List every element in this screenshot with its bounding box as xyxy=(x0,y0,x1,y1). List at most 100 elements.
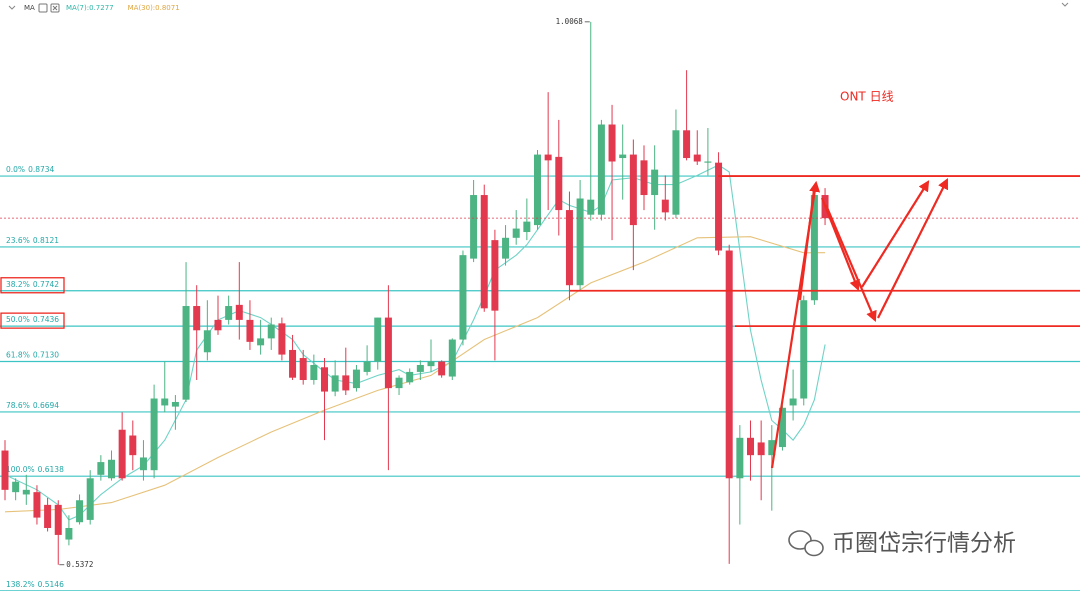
legend-name: MA(30): xyxy=(128,4,156,12)
legend-entry: MA(30):0.8071 xyxy=(128,4,180,12)
candle-body xyxy=(810,195,818,301)
candle-body xyxy=(725,250,733,479)
candle-body xyxy=(651,169,659,196)
candle-body xyxy=(629,154,637,226)
candle-body xyxy=(459,255,467,340)
candle-body xyxy=(683,130,691,159)
watermark: 币圈岱宗行情分析 xyxy=(788,530,1016,557)
candle-body xyxy=(565,210,573,286)
ma-layer xyxy=(4,164,826,521)
candle-body xyxy=(12,481,20,493)
candle-body xyxy=(193,306,201,331)
candle-body xyxy=(523,221,531,233)
candle-body xyxy=(587,199,595,215)
candle-body xyxy=(395,377,403,389)
settings-icon[interactable] xyxy=(38,3,48,13)
fib-ratio: 38.2% xyxy=(6,280,30,289)
fib-price: 0.8734 xyxy=(28,165,54,174)
fib-price: 0.5146 xyxy=(38,580,64,589)
candle-body xyxy=(352,369,360,389)
fib-price: 0.8121 xyxy=(33,236,59,245)
fib-box xyxy=(0,277,65,294)
arrow xyxy=(820,197,860,292)
candle-body xyxy=(597,124,605,215)
candle-body xyxy=(225,306,233,320)
close-icon[interactable] xyxy=(50,3,60,13)
candle-body xyxy=(672,130,680,215)
arrow xyxy=(861,180,930,288)
fib-label: 138.2% 0.5146 xyxy=(6,580,64,589)
candle-body xyxy=(512,228,520,238)
candle-body xyxy=(704,161,712,163)
candle-body xyxy=(661,199,669,213)
candle-body xyxy=(129,435,137,456)
candle-body xyxy=(363,361,371,372)
fib-label: 78.6% 0.6694 xyxy=(6,401,59,410)
fib-label: 100.0% 0.6138 xyxy=(6,465,64,474)
candle-body xyxy=(757,442,765,456)
arrows xyxy=(770,178,948,469)
ma-line xyxy=(4,164,826,521)
fib-layer: 0.0% 0.8734 23.6% 0.8121 38.2% 0.7742 50.0% 0.7… xyxy=(0,165,1080,591)
candle-body xyxy=(406,371,414,383)
candle-body xyxy=(278,323,286,355)
fib-ratio: 50.0% xyxy=(6,315,30,324)
fib-ratio: 138.2% xyxy=(6,580,35,589)
fib-ratio: 78.6% xyxy=(6,401,30,410)
candle-body xyxy=(800,300,808,399)
candle-body xyxy=(54,504,62,535)
candle-body xyxy=(342,375,350,391)
candle-body xyxy=(22,489,30,495)
candle-body xyxy=(576,198,584,286)
candle-body xyxy=(470,195,478,259)
fib-label: 38.2% 0.7742 xyxy=(6,280,59,289)
candle-body xyxy=(736,437,744,479)
candle-body xyxy=(480,195,488,309)
candle-body xyxy=(257,338,265,346)
candle-layer xyxy=(1,21,829,565)
close-cross xyxy=(52,5,58,11)
legend-value: 0.7277 xyxy=(89,4,114,12)
low-label: 0.5372 xyxy=(66,560,93,569)
candle-body xyxy=(118,429,126,479)
candle-body xyxy=(76,500,84,523)
candle-body xyxy=(747,437,754,456)
header: MA MA(7):0.7277 MA(30):0.8071 xyxy=(8,3,180,13)
arrow xyxy=(824,204,877,323)
candle-body xyxy=(534,154,541,226)
watermark-text: 币圈岱宗行情分析 xyxy=(832,531,1016,557)
candle-body xyxy=(310,364,318,381)
candle-body xyxy=(384,317,392,389)
fib-ratio: 0.0% xyxy=(6,165,25,174)
fib-label: 0.0% 0.8734 xyxy=(6,165,55,174)
ma-line xyxy=(4,236,826,513)
fib-box xyxy=(0,312,65,329)
candle-body xyxy=(768,440,776,456)
candle-body xyxy=(715,162,723,251)
candle-body xyxy=(789,398,797,406)
candle-body xyxy=(203,330,211,353)
fib-price: 0.7436 xyxy=(33,315,59,324)
candle-body xyxy=(44,504,52,528)
fib-ratio: 100.0% xyxy=(6,465,35,474)
candle-body xyxy=(86,478,94,520)
candle-body xyxy=(619,154,627,159)
candle-body xyxy=(97,462,105,475)
collapse-icon[interactable] xyxy=(8,5,16,10)
candle-body xyxy=(267,324,275,339)
corner-toggle[interactable] xyxy=(1061,2,1069,7)
candle-body xyxy=(693,154,701,162)
candle-body xyxy=(108,459,115,479)
candle-body xyxy=(608,124,616,162)
fib-ratio: 23.6% xyxy=(6,236,30,245)
legend-name: MA(7): xyxy=(66,4,89,12)
indicator-name: MA xyxy=(24,4,35,12)
fib-label: 50.0% 0.7436 xyxy=(6,315,59,324)
wechat-icon xyxy=(788,530,812,550)
candle-body xyxy=(171,401,179,407)
candle-body xyxy=(321,367,328,392)
candle-body xyxy=(235,304,243,320)
candle-body xyxy=(65,527,73,540)
annotation: ONT 日线 xyxy=(840,90,894,104)
candle-body xyxy=(33,492,41,518)
